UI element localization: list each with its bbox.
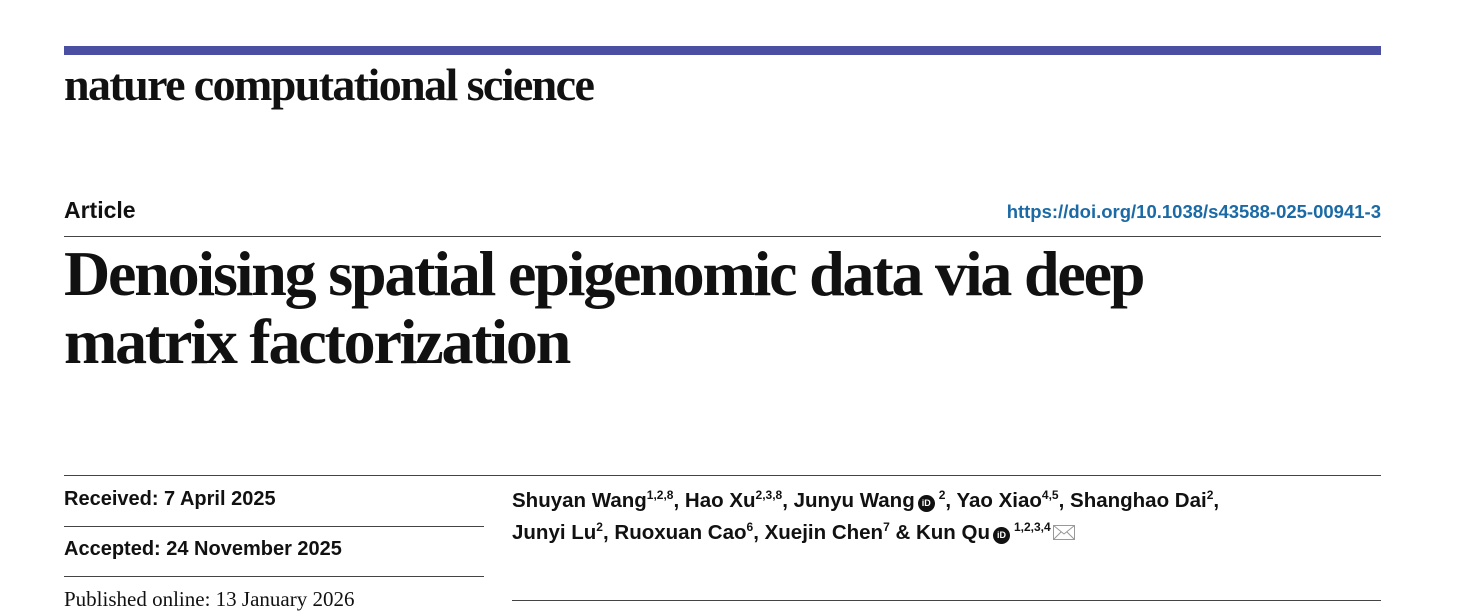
author-line: Junyi Lu2, Ruoxuan Cao6, Xuejin Chen7 & … xyxy=(512,517,1392,549)
author-name[interactable]: Ruoxuan Cao xyxy=(614,521,747,544)
separator: , xyxy=(602,521,615,544)
author-line: Shuyan Wang1,2,8, Hao Xu2,3,8, Junyu Wan… xyxy=(512,485,1392,517)
separator: , xyxy=(1213,489,1220,512)
journal-name: nature computational science xyxy=(64,59,595,110)
divider xyxy=(512,600,1381,601)
affiliations: 1,2,8 xyxy=(646,488,674,502)
title-line: Denoising spatial epigenomic data via de… xyxy=(64,238,1145,309)
separator: , xyxy=(1058,489,1071,512)
separator: , xyxy=(782,489,794,512)
affiliations: 2 xyxy=(938,488,946,502)
author-name[interactable]: Xuejin Chen xyxy=(764,521,884,544)
affiliations: 1,2,3,4 xyxy=(1013,520,1051,534)
affiliations: 7 xyxy=(883,520,890,534)
affiliations: 2,3,8 xyxy=(755,488,783,502)
author-name[interactable]: Kun Qu xyxy=(915,521,990,544)
mail-icon[interactable] xyxy=(1052,518,1075,540)
published-date: Published online: 13 January 2026 xyxy=(64,587,355,611)
received-date: Received: 7 April 2025 xyxy=(64,488,276,510)
affiliations: 2 xyxy=(1206,488,1214,502)
author-name[interactable]: Shuyan Wang xyxy=(512,489,647,512)
separator: , xyxy=(753,521,765,544)
separator: , xyxy=(673,489,685,512)
author-name[interactable]: Yao Xiao xyxy=(956,489,1042,512)
divider xyxy=(64,475,1381,476)
article-type: Article xyxy=(64,197,136,223)
affiliations: 4,5 xyxy=(1041,488,1059,502)
title-line: matrix factorization xyxy=(64,306,571,377)
separator: , xyxy=(945,489,957,512)
divider xyxy=(64,236,1381,237)
divider xyxy=(64,576,484,577)
author-name[interactable]: Shanghao Dai xyxy=(1070,489,1207,512)
affiliations: 2 xyxy=(596,520,603,534)
author-name[interactable]: Junyu Wang xyxy=(793,489,915,512)
author-name[interactable]: Hao Xu xyxy=(684,489,756,512)
author-list: Shuyan Wang1,2,8, Hao Xu2,3,8, Junyu Wan… xyxy=(512,485,1392,549)
doi-link[interactable]: https://doi.org/10.1038/s43588-025-00941… xyxy=(1006,201,1381,222)
orcid-icon[interactable]: iD xyxy=(992,527,1010,544)
article-title: Denoising spatial epigenomic data via de… xyxy=(64,240,1384,376)
accepted-date: Accepted: 24 November 2025 xyxy=(64,538,342,560)
orcid-icon[interactable]: iD xyxy=(917,495,935,512)
affiliations: 6 xyxy=(746,520,754,534)
journal-bar xyxy=(64,46,1381,55)
separator: & xyxy=(889,521,916,544)
divider xyxy=(64,526,484,527)
author-name[interactable]: Junyi Lu xyxy=(512,521,597,544)
